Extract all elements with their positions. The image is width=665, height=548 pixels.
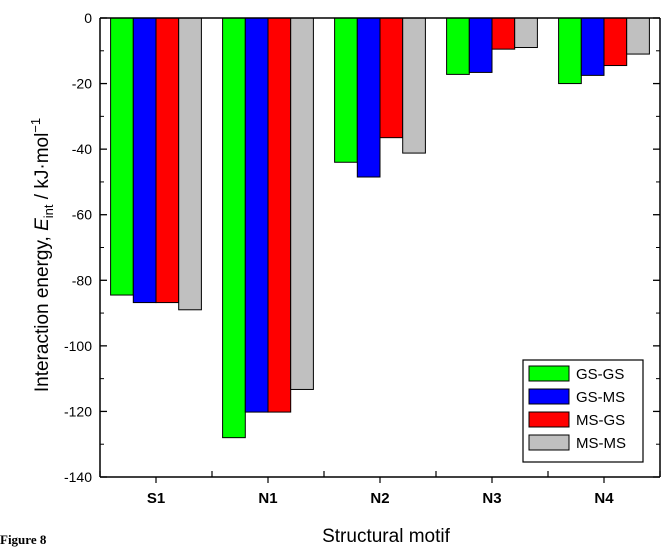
y-title-unit: / kJ·mol bbox=[32, 133, 53, 205]
y-axis-title: Interaction energy, Eint / kJ·mol−1 bbox=[28, 118, 56, 392]
y-tick-label: -100 bbox=[64, 338, 92, 354]
y-tick-label: -40 bbox=[72, 141, 92, 157]
bar-n1-ms-gs bbox=[267, 17, 292, 413]
bar-n1-ms-ms bbox=[290, 17, 314, 390]
legend-swatch-ms-ms bbox=[528, 434, 570, 451]
y-title-superscript: −1 bbox=[28, 118, 43, 133]
tick-labels-group: 0 -20 -40 -60 -80 -100 -120 -140 S1 N1 N2 N3 N4 bbox=[64, 10, 614, 507]
x-tick-label-s1: S1 bbox=[147, 490, 165, 507]
axes-group bbox=[99, 17, 661, 483]
x-axis-title: Structural motif bbox=[322, 526, 450, 545]
x-tick-label-n4: N4 bbox=[594, 490, 614, 507]
y-tick-label: -140 bbox=[64, 469, 92, 485]
legend-label-gs-ms: GS-MS bbox=[576, 389, 625, 406]
y-tick-label: -60 bbox=[72, 207, 92, 223]
x-tick-label-n3: N3 bbox=[482, 490, 501, 507]
bar-n3-ms-ms bbox=[514, 17, 538, 49]
bar-n1-gs-ms bbox=[244, 17, 269, 413]
bar-n3-gs-gs bbox=[446, 17, 470, 75]
bars-group bbox=[110, 17, 650, 439]
legend-swatch-gs-gs bbox=[528, 365, 570, 382]
bar-n2-gs-ms bbox=[356, 17, 381, 178]
y-title-prefix: Interaction energy, bbox=[32, 231, 53, 392]
legend-label-ms-ms: MS-MS bbox=[576, 435, 626, 452]
legend-label-gs-gs: GS-GS bbox=[576, 366, 624, 383]
bar-s1-gs-gs bbox=[110, 17, 134, 296]
y-tick-label: -120 bbox=[64, 403, 92, 419]
bar-n4-ms-ms bbox=[626, 17, 650, 55]
bar-n2-gs-gs bbox=[334, 17, 358, 163]
legend-swatch-ms-gs bbox=[528, 411, 570, 428]
bar-n4-gs-ms bbox=[580, 17, 605, 76]
y-tick-label: -20 bbox=[72, 76, 92, 92]
bar-n3-ms-gs bbox=[491, 17, 516, 50]
x-tick-label-n2: N2 bbox=[370, 490, 389, 507]
y-title-subscript: int bbox=[41, 204, 56, 218]
bar-s1-ms-ms bbox=[178, 17, 202, 311]
bar-s1-gs-ms bbox=[132, 17, 157, 304]
bar-n3-gs-ms bbox=[468, 17, 493, 73]
y-tick-label: -80 bbox=[72, 272, 92, 288]
y-title-variable: E bbox=[32, 218, 53, 231]
bar-n2-ms-ms bbox=[402, 17, 426, 154]
bar-n2-ms-gs bbox=[379, 17, 404, 139]
legend: GS-GS GS-MS MS-GS MS-MS bbox=[522, 359, 644, 463]
bar-s1-ms-gs bbox=[155, 17, 180, 304]
bar-n4-gs-gs bbox=[558, 17, 582, 85]
bar-n1-gs-gs bbox=[222, 17, 246, 439]
bar-n4-ms-gs bbox=[603, 17, 628, 67]
legend-swatch-gs-ms bbox=[528, 388, 570, 405]
y-tick-label: 0 bbox=[84, 10, 92, 26]
x-tick-label-n1: N1 bbox=[258, 490, 277, 507]
legend-label-ms-gs: MS-GS bbox=[576, 412, 625, 429]
caption-fragment: Figure 8 bbox=[0, 532, 47, 547]
